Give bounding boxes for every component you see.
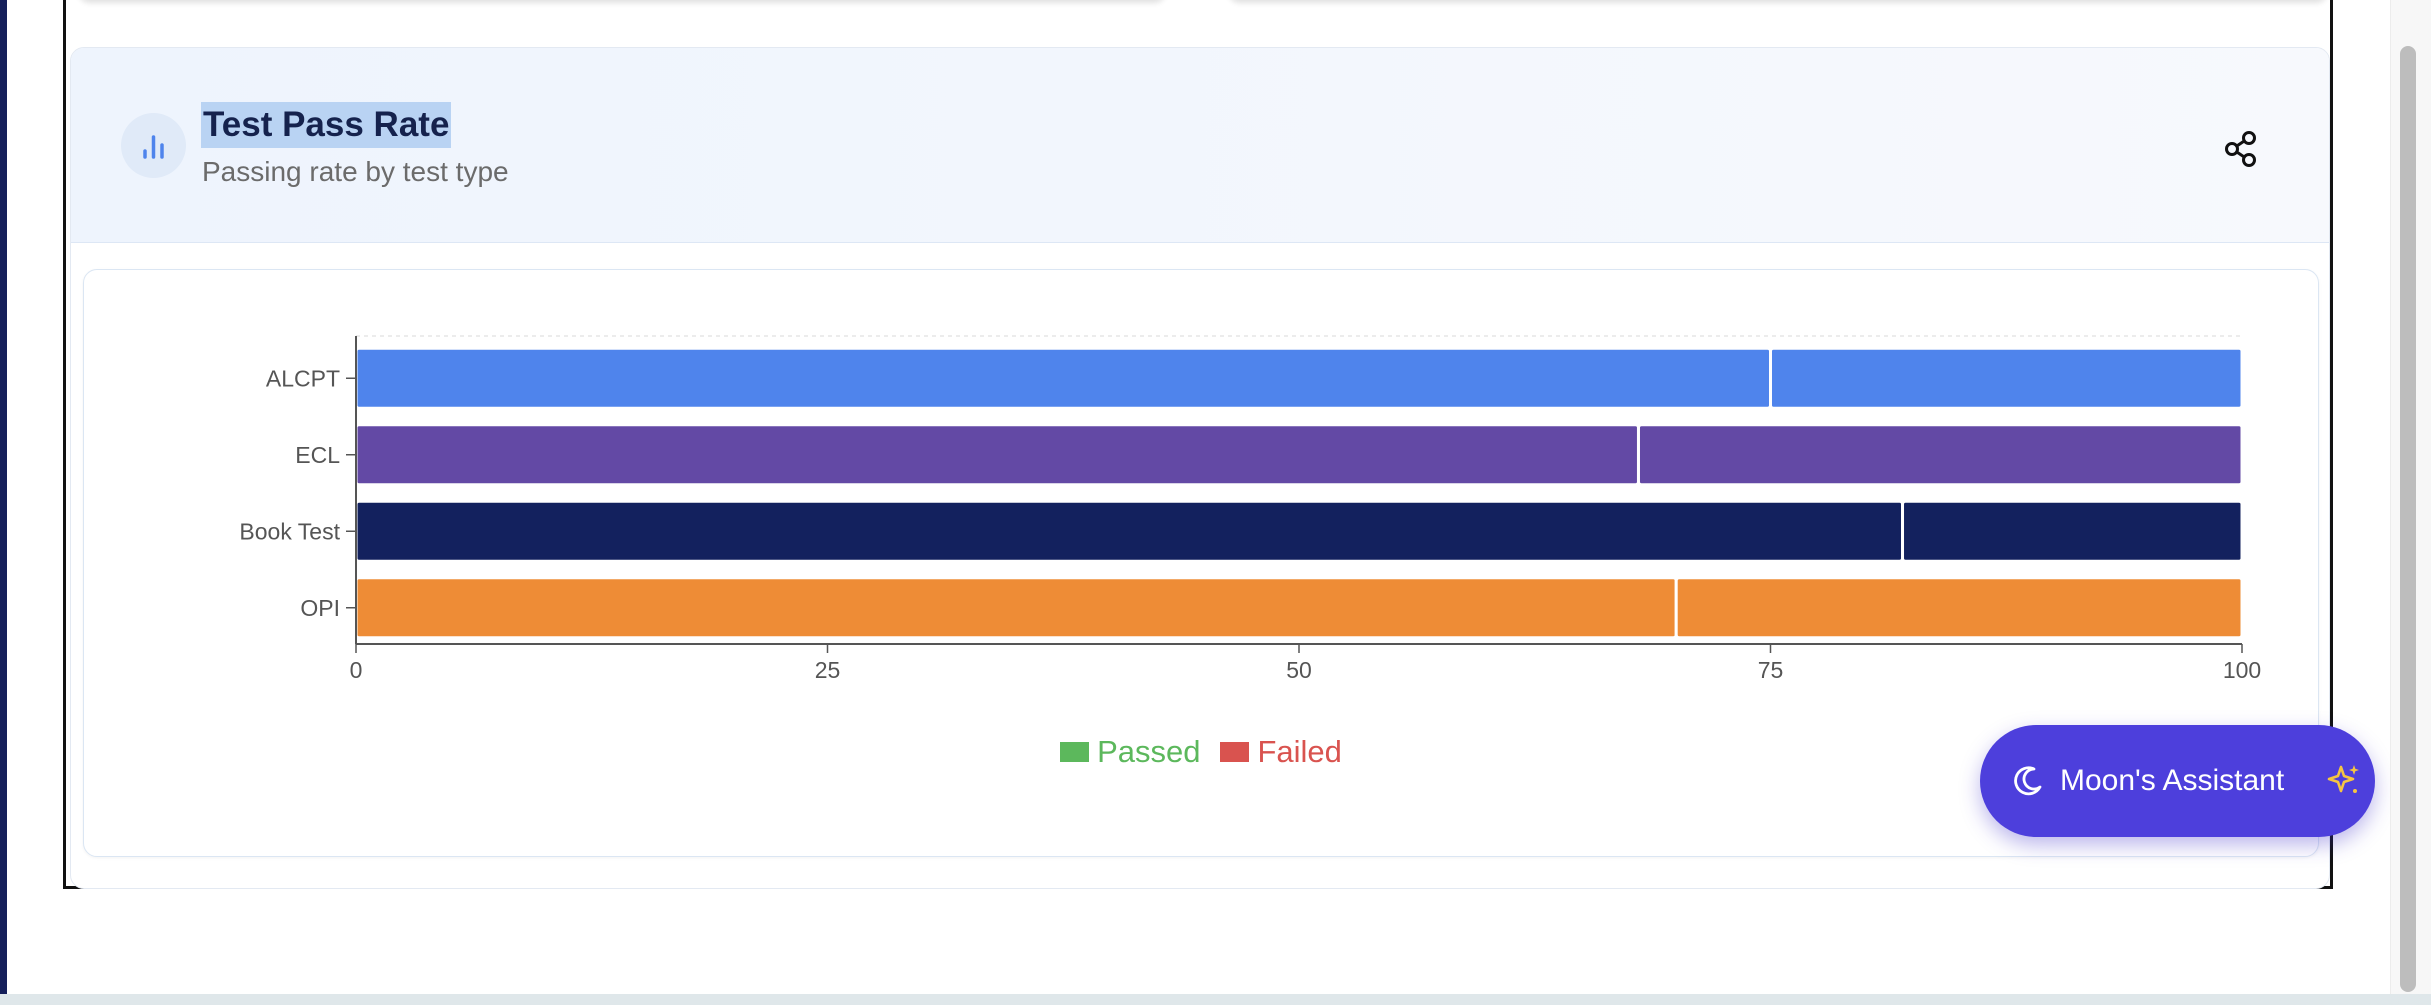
y-tick-label: ECL — [295, 442, 340, 468]
legend-item-passed[interactable]: Passed — [1060, 734, 1200, 770]
bar-ecl-failed — [1636, 423, 2244, 487]
window-left-edge — [0, 0, 7, 1005]
share-button[interactable] — [2219, 127, 2263, 171]
y-tick-label: Book Test — [239, 518, 340, 544]
card-subtitle: Passing rate by test type — [202, 156, 509, 187]
sparkles-icon — [2327, 765, 2359, 793]
test-pass-rate-card: Test Pass Rate Passing rate by test type… — [70, 47, 2330, 889]
scrollbar-thumb[interactable] — [2400, 46, 2416, 992]
card-title: Test Pass Rate — [201, 102, 452, 148]
legend-label-failed: Failed — [1257, 734, 1342, 769]
bar-alcpt-passed — [354, 346, 1772, 410]
window-bottom-strip — [0, 994, 2431, 1005]
legend-swatch-failed — [1220, 742, 1250, 762]
legend-swatch-passed — [1060, 742, 1090, 762]
legend-item-failed[interactable]: Failed — [1220, 734, 1342, 770]
x-tick-label: 75 — [1758, 657, 1784, 683]
chart-container: ALCPT ECL Book Test OPI 0 25 50 75 100 Passed Fa… — [83, 269, 2319, 857]
x-tick-label: 50 — [1286, 657, 1312, 683]
chart-legend: Passed Failed — [84, 734, 2318, 770]
x-tick-label: 0 — [350, 657, 363, 683]
y-tick-label: ALCPT — [266, 365, 340, 391]
bar-opi-passed — [354, 576, 1678, 640]
moon-icon — [2014, 766, 2042, 796]
bar-opi-failed — [1674, 576, 2244, 640]
x-tick-label: 100 — [2223, 657, 2261, 683]
bar-book-test-passed — [354, 499, 1905, 563]
bar-alcpt-failed — [1769, 346, 2244, 410]
share-icon — [2225, 131, 2256, 167]
bar-ecl-passed — [354, 423, 1640, 487]
assistant-label: Moon's Assistant — [2060, 764, 2285, 797]
moons-assistant-button[interactable]: Moon's Assistant — [1980, 725, 2375, 837]
bar-chart-icon — [121, 113, 186, 178]
y-tick-label: OPI — [300, 595, 340, 621]
bar-book-test-failed — [1901, 499, 2244, 563]
bar-chart: ALCPT ECL Book Test OPI 0 25 50 75 100 — [239, 335, 2261, 683]
legend-label-passed: Passed — [1097, 734, 1201, 769]
x-tick-label: 25 — [815, 657, 841, 683]
card-header: Test Pass Rate Passing rate by test type — [71, 48, 2329, 243]
